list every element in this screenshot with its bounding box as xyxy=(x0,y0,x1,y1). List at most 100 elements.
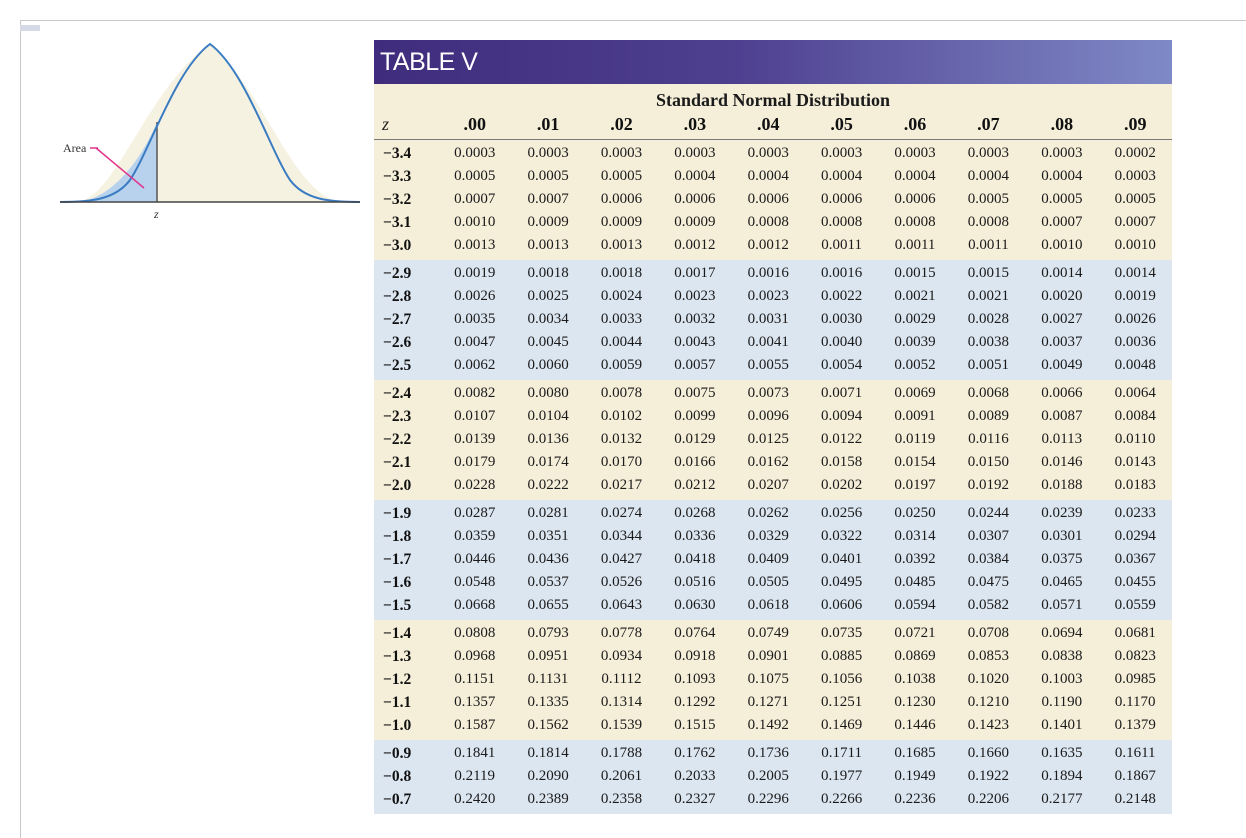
table-row: −0.7 0.2420 0.2389 0.2358 0.2327 0.2296 0.2266… xyxy=(374,788,1172,811)
probability-cell: 0.0162 xyxy=(747,454,789,470)
probability-cell: 0.0793 xyxy=(527,625,569,641)
table-row: −3.4 0.0003 0.0003 0.0003 0.0003 0.0003 0.0003… xyxy=(374,142,1172,165)
probability-cell: 0.2148 xyxy=(1114,791,1156,807)
probability-cell: 0.0055 xyxy=(747,357,789,373)
probability-cell: 0.0019 xyxy=(454,265,496,281)
probability-cell: 0.0006 xyxy=(821,191,863,207)
probability-cell: 0.0869 xyxy=(894,648,936,664)
table-row: −2.5 0.0062 0.0060 0.0059 0.0057 0.0055 0.0054… xyxy=(374,354,1172,377)
probability-cell: 0.1685 xyxy=(894,745,936,761)
probability-cell: 0.0188 xyxy=(1041,477,1083,493)
probability-cell: 0.1949 xyxy=(894,768,936,784)
probability-cell: 0.0006 xyxy=(894,191,936,207)
probability-cell: 0.0102 xyxy=(600,408,643,424)
probability-cell: 0.0099 xyxy=(674,408,716,424)
probability-cell: 0.0005 xyxy=(967,191,1010,207)
probability-cell: 0.0059 xyxy=(600,357,643,373)
probability-cell: 0.1112 xyxy=(601,671,642,687)
probability-cell: 0.0073 xyxy=(747,385,789,401)
probability-cell: 0.0048 xyxy=(1114,357,1156,373)
probability-cell: 0.0256 xyxy=(821,505,863,521)
probability-cell: 0.0122 xyxy=(821,431,863,447)
probability-cell: 0.0233 xyxy=(1114,505,1156,521)
probability-cell: 0.0681 xyxy=(1114,625,1156,641)
probability-cell: 0.1401 xyxy=(1041,717,1083,733)
probability-cell: 0.1230 xyxy=(894,694,936,710)
probability-cell: 0.1736 xyxy=(747,745,789,761)
probability-cell: 0.0250 xyxy=(894,505,936,521)
probability-cell: 0.0446 xyxy=(454,551,496,567)
probability-cell: 0.1020 xyxy=(967,671,1010,687)
column-header: .05 xyxy=(830,114,853,134)
probability-cell: 0.0003 xyxy=(747,145,789,161)
probability-cell: 0.1151 xyxy=(454,671,496,687)
probability-cell: 0.0735 xyxy=(821,625,863,641)
probability-cell: 0.0041 xyxy=(747,334,789,350)
probability-cell: 0.2061 xyxy=(600,768,643,784)
probability-cell: 0.0068 xyxy=(967,385,1010,401)
probability-cell: 0.2358 xyxy=(600,791,643,807)
probability-cell: 0.0075 xyxy=(674,385,716,401)
table-row: −1.1 0.1357 0.1335 0.1314 0.1292 0.1271 0.1251… xyxy=(374,691,1172,714)
probability-cell: 0.0516 xyxy=(674,574,716,590)
probability-cell: 0.0136 xyxy=(527,431,569,447)
table-title: TABLE V xyxy=(380,47,478,76)
table-row: −2.0 0.0228 0.0222 0.0217 0.0212 0.0207 0.0202… xyxy=(374,474,1172,497)
z-value-cell: −2.8 xyxy=(383,287,412,305)
probability-cell: 0.0901 xyxy=(747,648,789,664)
probability-cell: 0.1977 xyxy=(821,768,863,784)
table-row: −3.0 0.0013 0.0013 0.0013 0.0012 0.0012 0.0011… xyxy=(374,234,1172,257)
probability-cell: 0.0618 xyxy=(747,597,789,613)
probability-cell: 0.0028 xyxy=(967,311,1010,327)
probability-cell: 0.1562 xyxy=(527,717,569,733)
probability-cell: 0.0069 xyxy=(894,385,936,401)
z-value-cell: −2.1 xyxy=(383,453,412,471)
probability-cell: 0.0010 xyxy=(1041,237,1083,253)
probability-cell: 0.0409 xyxy=(747,551,789,567)
probability-cell: 0.0091 xyxy=(894,408,936,424)
table-header: Standard Normal Distribution z .00 .01 .… xyxy=(374,84,1172,140)
probability-cell: 0.0013 xyxy=(527,237,569,253)
probability-cell: 0.0594 xyxy=(894,597,936,613)
table-title-bar: TABLE V xyxy=(374,40,1172,84)
probability-cell: 0.0217 xyxy=(600,477,643,493)
probability-cell: 0.0089 xyxy=(967,408,1010,424)
probability-cell: 0.0005 xyxy=(1041,191,1083,207)
document-frame xyxy=(20,20,1246,838)
probability-cell: 0.0008 xyxy=(747,214,789,230)
probability-cell: 0.0655 xyxy=(527,597,569,613)
table-row: −2.4 0.0082 0.0080 0.0078 0.0075 0.0073 0.0071… xyxy=(374,382,1172,405)
probability-cell: 0.0010 xyxy=(454,214,496,230)
probability-cell: 0.0045 xyxy=(527,334,569,350)
row-group: −1.4 0.0808 0.0793 0.0778 0.0764 0.0749 0.0735… xyxy=(374,620,1172,740)
probability-cell: 0.0505 xyxy=(747,574,789,590)
probability-cell: 0.2090 xyxy=(527,768,569,784)
probability-cell: 0.0384 xyxy=(967,551,1010,567)
normal-curve-figure: Area z xyxy=(60,42,360,221)
probability-cell: 0.2005 xyxy=(747,768,789,784)
probability-cell: 0.0003 xyxy=(454,145,496,161)
probability-cell: 0.0004 xyxy=(747,168,789,184)
probability-cell: 0.0436 xyxy=(527,551,569,567)
probability-cell: 0.1056 xyxy=(821,671,863,687)
probability-cell: 0.0485 xyxy=(894,574,936,590)
probability-cell: 0.0002 xyxy=(1114,145,1156,161)
probability-cell: 0.0057 xyxy=(674,357,716,373)
column-header: .07 xyxy=(977,114,1000,134)
probability-cell: 0.0052 xyxy=(894,357,936,373)
area-label: Area xyxy=(63,141,87,155)
probability-cell: 0.0021 xyxy=(894,288,936,304)
probability-cell: 0.1314 xyxy=(600,694,643,710)
probability-cell: 0.1711 xyxy=(821,745,862,761)
probability-cell: 0.0024 xyxy=(600,288,643,304)
curve-fill xyxy=(75,44,345,202)
column-header: .00 xyxy=(463,114,486,134)
z-value-cell: −3.4 xyxy=(383,144,412,162)
z-value-cell: −1.8 xyxy=(383,527,412,545)
probability-cell: 0.0548 xyxy=(454,574,496,590)
probability-cell: 0.0033 xyxy=(600,311,643,327)
probability-cell: 0.0027 xyxy=(1041,311,1083,327)
probability-cell: 0.0582 xyxy=(967,597,1010,613)
z-value-cell: −1.4 xyxy=(383,624,412,642)
probability-cell: 0.0011 xyxy=(894,237,936,253)
